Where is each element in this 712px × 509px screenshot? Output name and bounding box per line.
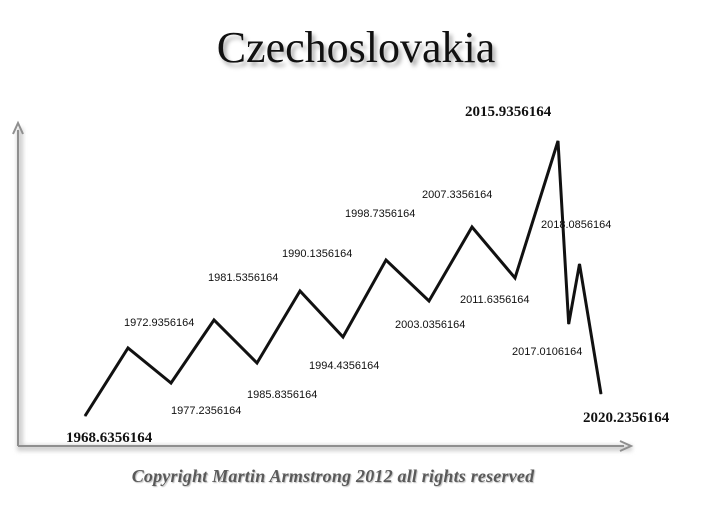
x-axis-arrow [619,440,634,452]
data-point [579,263,580,265]
data-point [170,382,172,384]
data-point [299,290,301,292]
data-point [127,347,129,349]
data-label: 1981.5356164 [208,272,278,284]
data-label: 1977.2356164 [171,405,241,417]
data-point [84,415,86,417]
data-point [557,140,559,142]
data-label: 1972.9356164 [124,317,194,329]
data-point [213,319,215,321]
series-layer [83,140,603,417]
series-line [83,140,603,417]
data-point [342,336,344,338]
data-point [568,323,570,325]
data-label: 1990.1356164 [282,248,352,260]
data-label: 1985.8356164 [247,389,317,401]
data-point [428,300,430,302]
chart-title: Czechoslovakia [216,23,496,72]
copyright-text: Copyright Martin Armstrong 2012 all righ… [131,466,535,486]
data-point [385,259,387,261]
data-label: 1968.6356164 [66,430,153,446]
data-label: 2018.0856164 [541,219,611,231]
y-axis-arrow [12,120,24,135]
data-label: 1994.4356164 [309,360,379,372]
axes [12,120,634,452]
data-label: 2020.2356164 [583,410,670,426]
data-labels: 1968.6356164 1972.9356164 1977.2356164 1981… [66,104,670,446]
data-label: 2003.0356164 [395,319,465,331]
data-label: 2015.9356164 [465,104,552,120]
data-label: 2017.0106164 [512,346,582,358]
data-point [600,393,602,395]
data-label: 2011.6356164 [460,294,530,306]
data-point [256,362,258,364]
data-point [514,277,516,279]
data-label: 1998.7356164 [345,208,415,220]
data-label: 2007.3356164 [422,189,492,201]
data-point [471,226,473,228]
